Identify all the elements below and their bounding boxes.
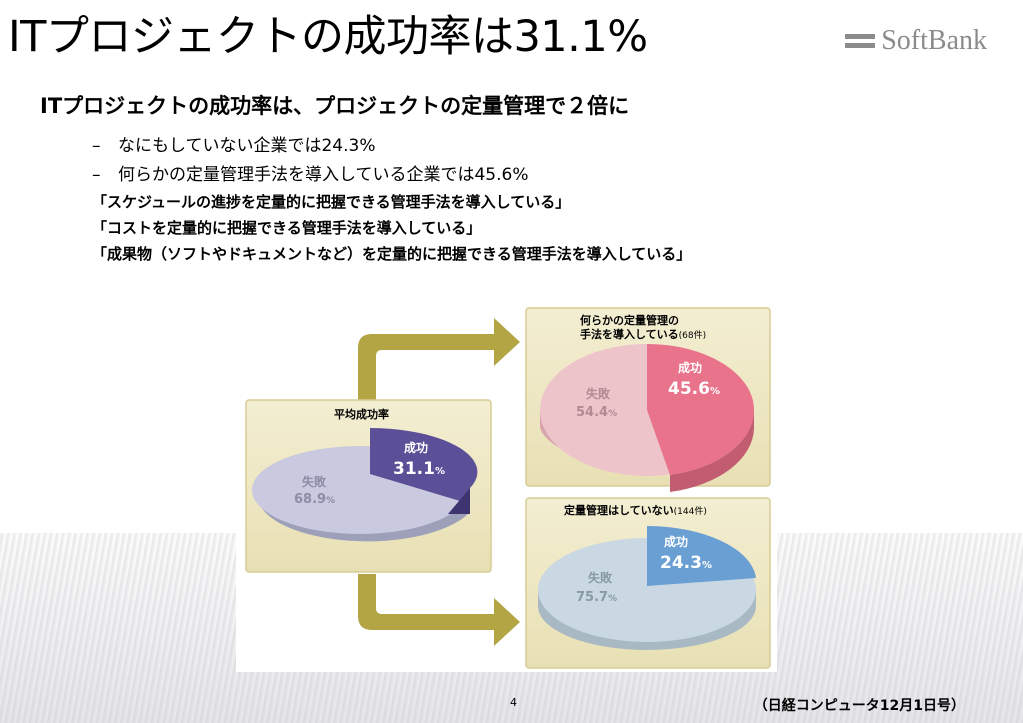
- without-success-label: 成功: [664, 534, 688, 549]
- panel-with-management: 何らかの定量管理の 手法を導入している(68件) 成功 45.6% 失敗 54.…: [525, 307, 771, 492]
- with-fail-label: 失敗: [586, 386, 611, 401]
- with-success-label: 成功: [678, 360, 702, 375]
- svg-text:68.9%: 68.9%: [294, 492, 335, 507]
- softbank-logo: SoftBank: [845, 25, 987, 57]
- svg-text:45.6%: 45.6%: [668, 379, 720, 399]
- page-number: 4: [510, 696, 517, 709]
- with-success-value: 45.6: [668, 379, 710, 399]
- avg-fail-label: 失敗: [302, 474, 327, 489]
- arrow-down-icon: [358, 574, 520, 646]
- quote-item: 「コストを定量的に把握できる管理手法を導入している」: [92, 219, 482, 237]
- arrow-up-icon: [358, 318, 520, 400]
- with-fail-value: 54.4: [576, 405, 608, 420]
- panel-with-title-1: 何らかの定量管理の: [580, 313, 679, 327]
- panel-with-title-2: 手法を導入している: [580, 327, 679, 341]
- slide-heading: ITプロジェクトの成功率は、プロジェクトの定量管理で２倍に: [40, 94, 630, 118]
- avg-success-value: 31.1: [393, 459, 435, 479]
- avg-fail-value: 68.9: [294, 492, 326, 507]
- panel-without-management: 定量管理はしていない(144件) 成功 24.3% 失敗 75.7%: [525, 497, 771, 669]
- pie-without-success-slice: [647, 525, 756, 586]
- without-success-value: 24.3: [660, 553, 702, 573]
- source-citation: （日経コンピュータ12月1日号）: [753, 698, 965, 714]
- with-success-unit: %: [710, 386, 720, 397]
- panel-without-count: (144件): [674, 505, 707, 517]
- logo-bars-icon: [845, 34, 876, 48]
- bullet-text: なにもしていない企業では24.3%: [118, 136, 376, 156]
- panel-with-count: (68件): [679, 329, 706, 341]
- without-success-unit: %: [702, 560, 712, 571]
- logo-text: SoftBank: [881, 25, 987, 56]
- bullet-list: – なにもしていない企業では24.3% – 何らかの定量管理手法を導入している企業で…: [92, 131, 529, 189]
- svg-text:手法を導入している(68件): 手法を導入している(68件): [580, 327, 706, 341]
- with-fail-unit: %: [608, 409, 617, 419]
- pie-with-success-slice: [647, 344, 755, 475]
- svg-text:75.7%: 75.7%: [576, 590, 617, 605]
- panel-without-title: 定量管理はしていない: [564, 503, 674, 517]
- svg-text:定量管理はしていない(144件): 定量管理はしていない(144件): [564, 503, 707, 517]
- bullet-item: – 何らかの定量管理手法を導入している企業では45.6%: [92, 160, 529, 189]
- quote-list: 「スケジュールの進捗を定量的に把握できる管理手法を導入している」 「コストを定量…: [92, 191, 691, 269]
- bullet-text: 何らかの定量管理手法を導入している企業では45.6%: [118, 165, 529, 185]
- svg-text:54.4%: 54.4%: [576, 405, 617, 420]
- quote-item: 「スケジュールの進捗を定量的に把握できる管理手法を導入している」: [92, 193, 571, 211]
- avg-success-label: 成功: [404, 440, 428, 455]
- without-fail-label: 失敗: [588, 570, 613, 585]
- pie-average-success-slice: [370, 428, 478, 504]
- success-rate-figure: 平均成功率 成功 31.1% 失敗 68.9% 何らかの定量管理の 手法を導入し…: [236, 300, 777, 672]
- quote-item: 「成果物（ソフトやドキュメントなど）を定量的に把握できる管理手法を導入している」: [92, 245, 692, 263]
- bullet-item: – なにもしていない企業では24.3%: [92, 131, 529, 160]
- avg-fail-unit: %: [326, 496, 335, 506]
- bullet-dash: –: [92, 136, 101, 156]
- svg-text:31.1%: 31.1%: [393, 459, 445, 479]
- avg-success-unit: %: [435, 466, 445, 477]
- bullet-dash: –: [92, 165, 101, 185]
- panel-average-title: 平均成功率: [334, 407, 389, 421]
- panel-average: 平均成功率 成功 31.1% 失敗 68.9%: [245, 399, 492, 573]
- without-fail-value: 75.7: [576, 590, 608, 605]
- without-fail-unit: %: [608, 594, 617, 604]
- svg-text:24.3%: 24.3%: [660, 553, 712, 573]
- slide-title: ITプロジェクトの成功率は31.1%: [8, 12, 648, 62]
